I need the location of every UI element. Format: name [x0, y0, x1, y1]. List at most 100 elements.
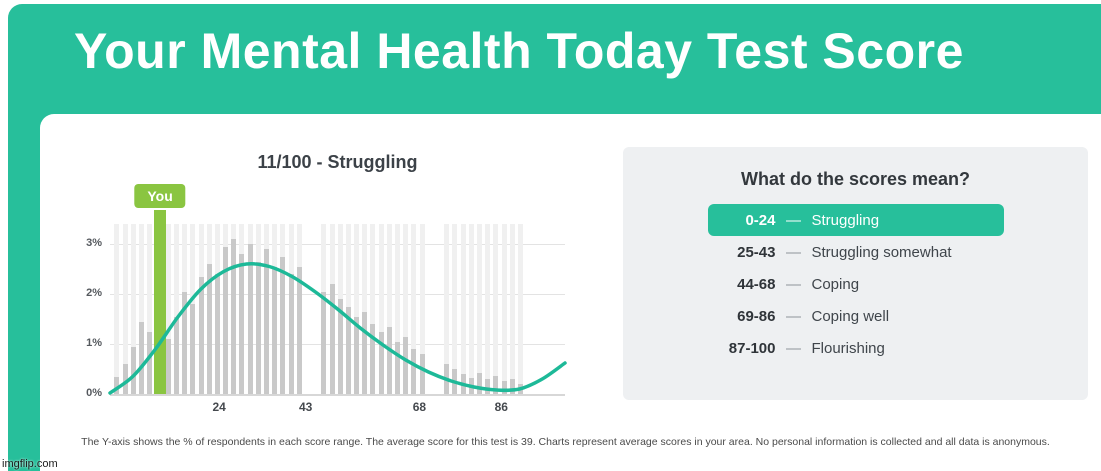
score-label: Flourishing	[811, 339, 885, 357]
histogram-bar	[165, 339, 171, 394]
histogram-bar	[337, 299, 343, 394]
histogram-bar	[147, 331, 153, 394]
histogram-bin	[485, 224, 491, 394]
dash: —	[786, 211, 801, 229]
histogram-bin	[223, 224, 229, 394]
histogram-bar	[272, 266, 278, 394]
histogram-bar	[321, 291, 327, 394]
score-range: 25-43	[737, 243, 776, 261]
histogram-bar	[198, 276, 204, 394]
histogram-bin	[272, 224, 278, 394]
histogram-bin	[280, 224, 286, 394]
histogram-bin	[419, 224, 425, 394]
scores-panel-title: What do the scores mean?	[740, 169, 971, 189]
histogram-bin	[239, 224, 245, 394]
distribution-curve	[108, 261, 567, 395]
histogram-bar	[122, 364, 128, 394]
histogram-bin	[173, 224, 179, 394]
histogram-bar	[501, 381, 507, 394]
histogram-bin	[403, 224, 409, 394]
histogram-bar	[411, 349, 417, 394]
histogram-bar	[386, 326, 392, 394]
score-range: 87-100	[728, 339, 776, 357]
histogram-bin	[255, 224, 261, 394]
score-row-coping-well: 69-86 — Coping well	[708, 300, 1004, 332]
gridline	[110, 244, 565, 245]
x-axis-label: 86	[494, 400, 508, 414]
histogram-bin	[122, 224, 128, 394]
histogram-bin	[190, 224, 196, 394]
histogram-bin	[130, 224, 136, 394]
histogram-bin	[370, 224, 376, 394]
x-axis-label: 68	[412, 400, 427, 414]
histogram-bar	[403, 336, 409, 394]
histogram-bar	[206, 264, 212, 394]
score-range: 44-68	[737, 275, 776, 293]
histogram-bar	[173, 316, 179, 394]
histogram-bar	[130, 346, 136, 394]
score-label: Coping	[811, 275, 860, 293]
y-axis-label: 2%	[86, 287, 102, 299]
histogram-bar	[296, 266, 302, 394]
histogram-bin	[501, 224, 507, 394]
score-row-struggling-somewhat: 25-43 — Struggling somewhat	[708, 236, 1004, 268]
histogram-bin	[321, 224, 327, 394]
histogram-bin	[386, 224, 392, 394]
histogram-bin	[296, 224, 302, 394]
histogram-bin	[378, 224, 384, 394]
y-axis-label: 1%	[86, 337, 102, 349]
histogram-bin	[329, 224, 335, 394]
histogram-bar	[362, 311, 368, 394]
score-rows: 0-24 — Struggling 25-43 — Struggling som…	[623, 204, 1088, 364]
histogram-bin	[147, 224, 153, 394]
histogram-bin	[214, 224, 220, 394]
histogram-bar	[280, 256, 286, 394]
histogram-bar	[239, 254, 245, 394]
histogram-bin	[264, 224, 270, 394]
histogram-bar	[370, 324, 376, 394]
histogram-bar	[223, 246, 229, 394]
gridline	[110, 294, 565, 295]
score-row-struggling: 0-24 — Struggling	[707, 204, 1004, 236]
histogram-bar	[509, 379, 515, 394]
histogram-bar	[255, 261, 261, 394]
plot-area: You 0% 1% 2% 3% 24 43 68 86	[86, 184, 567, 414]
histogram-bin	[395, 224, 401, 394]
histogram-bin	[165, 224, 171, 394]
histogram-bar	[354, 316, 360, 394]
histogram-bin	[493, 224, 499, 394]
histogram-bar	[264, 249, 270, 394]
histogram-bar	[182, 291, 188, 394]
footnote: The Y-axis shows the % of respondents in…	[81, 436, 1050, 448]
gridline	[110, 344, 565, 345]
histogram-bin	[247, 224, 253, 394]
histogram-bin	[288, 224, 294, 394]
dash: —	[786, 307, 801, 325]
x-axis-label: 43	[298, 400, 313, 414]
dash: —	[786, 275, 801, 293]
histogram-bar	[190, 304, 196, 394]
histogram-bin	[362, 224, 368, 394]
histogram-bin	[206, 224, 212, 394]
histogram-bin	[411, 224, 417, 394]
dash: —	[786, 339, 801, 357]
scores-panel: What do the scores mean? 0-24 — Struggli…	[623, 147, 1088, 400]
histogram-bar	[247, 244, 253, 394]
score-row-coping: 44-68 — Coping	[708, 268, 1004, 300]
score-label: Struggling	[811, 211, 880, 229]
histogram-bar	[378, 331, 384, 394]
watermark: imgflip.com	[2, 458, 58, 470]
histogram-bin	[231, 224, 237, 394]
histogram-bin	[509, 224, 515, 394]
histogram-bin	[476, 224, 482, 394]
histogram-bin	[354, 224, 360, 394]
score-label: Coping well	[811, 307, 890, 325]
histogram-bar	[476, 373, 482, 394]
histogram-bar	[329, 284, 335, 394]
histogram-bar	[138, 321, 144, 394]
histogram-bar	[214, 274, 220, 394]
x-axis-label: 24	[212, 400, 226, 414]
histogram-bin	[345, 224, 351, 394]
histogram-bar	[114, 376, 120, 394]
histogram-bar	[288, 274, 294, 394]
